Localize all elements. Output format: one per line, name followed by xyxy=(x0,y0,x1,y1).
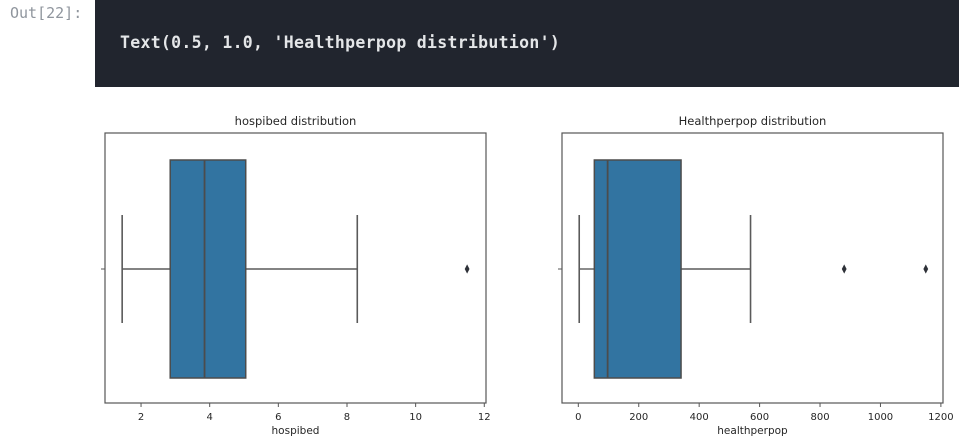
x-tick-label: 800 xyxy=(810,412,829,423)
code-output-text: Text(0.5, 1.0, 'Healthperpop distributio… xyxy=(120,33,561,52)
x-tick-label: 4 xyxy=(207,412,213,423)
hospibed-boxplot-figure: hospibed distribution 2 4 6 8 10 12 hospibed xyxy=(101,114,491,437)
out-prompt-label: Out[22]: xyxy=(10,4,83,22)
iqr-box xyxy=(593,159,682,379)
x-tick-label: 10 xyxy=(409,412,422,423)
x-tick-label: 1000 xyxy=(868,412,893,423)
x-tick-label: 2 xyxy=(138,412,144,423)
x-tick-label: 6 xyxy=(275,412,281,423)
chart-title: hospibed distribution xyxy=(235,114,357,128)
code-output-box: Text(0.5, 1.0, 'Healthperpop distributio… xyxy=(95,0,959,87)
plot-border xyxy=(561,132,944,404)
plot-border xyxy=(104,132,487,404)
x-tick-label: 0 xyxy=(575,412,581,423)
x-tick-label: 600 xyxy=(750,412,769,423)
x-tick-label: 200 xyxy=(629,412,648,423)
outlier-point xyxy=(841,264,847,274)
iqr-box xyxy=(169,159,247,379)
outlier-point xyxy=(923,264,929,274)
x-tick-label: 1200 xyxy=(928,412,953,423)
x-axis-label: healthperpop xyxy=(717,425,788,437)
x-tick-label: 8 xyxy=(344,412,350,423)
healthperpop-boxplot-figure: Healthperpop distribution 0 200 400 600 800 10… xyxy=(558,114,954,437)
x-axis-label: hospibed xyxy=(272,425,320,437)
x-tick-label: 400 xyxy=(690,412,709,423)
x-tick-label: 12 xyxy=(478,412,491,423)
chart-title: Healthperpop distribution xyxy=(679,114,827,128)
outlier-point xyxy=(464,264,470,274)
